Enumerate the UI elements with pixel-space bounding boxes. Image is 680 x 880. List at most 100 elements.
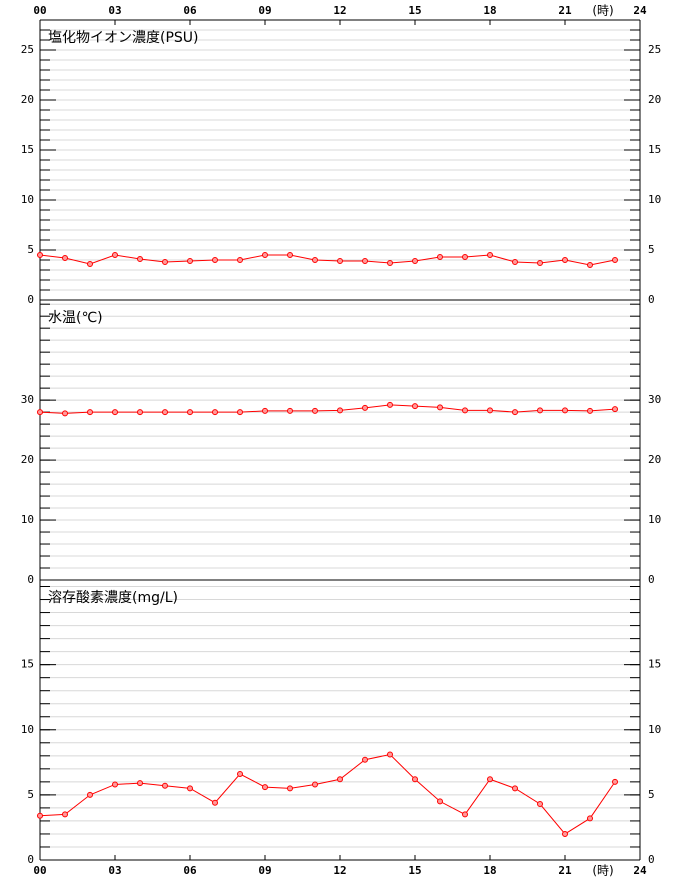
x-tick-label: 15 — [408, 4, 421, 17]
data-point — [612, 406, 618, 413]
panel-title: 塩化物イオン濃度(PSU) — [48, 30, 199, 46]
data-point — [512, 409, 518, 416]
x-tick-label: 24 — [633, 864, 647, 877]
data-point — [162, 782, 168, 789]
x-unit: (時) — [592, 864, 613, 878]
x-tick-label: 18 — [483, 4, 496, 17]
data-point — [312, 407, 318, 414]
y-tick-label: 15 — [648, 143, 661, 156]
data-point — [462, 811, 468, 818]
data-point — [62, 410, 68, 417]
data-point — [387, 401, 393, 408]
x-unit: (時) — [592, 4, 613, 18]
data-point — [562, 830, 568, 837]
data-point — [312, 781, 318, 788]
x-tick-label: 12 — [333, 4, 346, 17]
data-point — [237, 771, 243, 778]
y-tick-label: 0 — [27, 573, 34, 586]
data-point — [262, 407, 268, 414]
data-line — [39, 753, 616, 835]
x-tick-label: 03 — [108, 4, 121, 17]
y-tick-label: 0 — [648, 573, 655, 586]
data-point — [487, 252, 493, 258]
data-point — [412, 258, 418, 264]
data-point — [462, 407, 468, 414]
y-tick-label: 10 — [21, 513, 34, 526]
x-tick-label: 09 — [258, 864, 271, 877]
data-point — [387, 260, 393, 266]
data-point — [187, 409, 193, 416]
x-tick-label: 00 — [33, 4, 46, 17]
data-point — [137, 409, 143, 416]
data-point — [312, 257, 318, 263]
data-point — [87, 261, 93, 267]
data-point — [437, 798, 443, 805]
data-point — [562, 257, 568, 263]
data-point — [362, 756, 368, 763]
data-point — [537, 407, 543, 414]
data-point — [337, 776, 343, 783]
data-point — [562, 407, 568, 414]
data-point — [537, 260, 543, 266]
y-tick-label: 5 — [27, 243, 34, 256]
y-tick-label: 0 — [27, 853, 34, 866]
data-point — [37, 812, 43, 819]
y-tick-label: 20 — [21, 93, 34, 106]
data-point — [512, 259, 518, 265]
data-point — [362, 258, 368, 264]
data-point — [362, 404, 368, 411]
data-point — [112, 252, 118, 258]
x-tick-label: 06 — [183, 4, 197, 17]
data-point — [537, 801, 543, 807]
data-point — [412, 776, 418, 783]
y-tick-label: 20 — [648, 453, 661, 466]
y-tick-label: 30 — [21, 393, 34, 406]
data-point — [487, 776, 493, 783]
data-point — [87, 791, 93, 798]
y-tick-label: 5 — [648, 788, 655, 801]
y-tick-label: 15 — [21, 658, 34, 671]
data-point — [162, 409, 168, 416]
data-point — [137, 780, 143, 787]
data-point — [337, 258, 343, 264]
y-tick-label: 20 — [21, 453, 34, 466]
data-point — [587, 815, 593, 822]
data-point — [87, 409, 93, 416]
data-point — [462, 254, 468, 260]
data-point — [287, 785, 293, 792]
data-point — [287, 407, 293, 414]
y-tick-label: 10 — [648, 193, 661, 206]
x-tick-label: 24 — [633, 4, 647, 17]
y-tick-label: 15 — [21, 143, 34, 156]
data-point — [612, 257, 618, 263]
data-point — [37, 252, 43, 258]
panel-title: 水温(℃) — [48, 310, 103, 326]
data-point — [187, 785, 193, 792]
x-tick-label: 21 — [558, 864, 572, 877]
y-tick-label: 20 — [648, 93, 661, 106]
y-tick-label: 5 — [648, 243, 655, 256]
data-point — [487, 407, 493, 414]
y-tick-label: 10 — [648, 513, 661, 526]
y-tick-label: 10 — [21, 193, 34, 206]
data-point — [262, 784, 268, 791]
x-tick-label: 03 — [108, 864, 121, 877]
y-tick-label: 15 — [648, 658, 661, 671]
data-point — [137, 256, 143, 262]
data-point — [337, 407, 343, 414]
panel-title: 溶存酸素濃度(mg/L) — [48, 590, 178, 606]
y-tick-label: 25 — [648, 43, 661, 56]
y-tick-label: 0 — [648, 853, 655, 866]
data-point — [62, 811, 68, 818]
y-tick-label: 0 — [648, 293, 655, 306]
data-point — [62, 255, 68, 261]
data-point — [237, 257, 243, 263]
x-tick-label: 18 — [483, 864, 496, 877]
data-point — [262, 252, 268, 258]
data-point — [187, 258, 193, 264]
y-tick-label: 30 — [648, 393, 661, 406]
y-tick-label: 5 — [27, 788, 34, 801]
data-point — [437, 254, 443, 260]
